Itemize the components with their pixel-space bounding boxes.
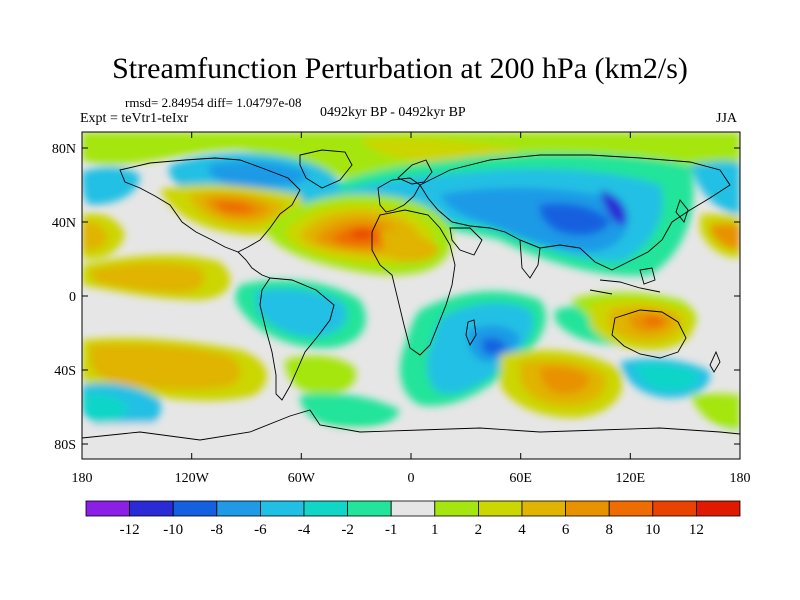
colorbar-swatch <box>477 500 523 517</box>
rmsd-diff-stats: rmsd= 2.84954 diff= 1.04797e-08 <box>125 95 302 110</box>
longitude-axis: 180 120W 60W 0 60E 120E 180 <box>72 132 751 486</box>
colorbar-swatch <box>521 500 566 517</box>
colorbar-tick-label: -6 <box>254 522 267 538</box>
lat-tick-label: 80S <box>54 438 76 453</box>
colorbar-tick-label: -12 <box>120 522 140 538</box>
lon-tick-label: 120E <box>616 471 646 486</box>
colorbar-swatch <box>696 500 741 517</box>
colorbar-tick-label: 6 <box>562 522 570 538</box>
latitude-axis: 80N 40N 0 40S 80S <box>52 142 740 453</box>
lon-tick-label: 0 <box>408 471 415 486</box>
colorbar-tick-label: 4 <box>518 522 526 538</box>
colorbar-tick-label: -4 <box>298 522 311 538</box>
colorbar-tick-label: -1 <box>385 522 398 538</box>
colorbar-tick-label: 8 <box>605 522 613 538</box>
lat-tick-label: 40N <box>52 216 76 231</box>
colorbar-swatch <box>259 500 305 517</box>
colorbar-tick-label: 10 <box>645 522 660 538</box>
page-title: Streamfunction Perturbation at 200 hPa (… <box>112 52 688 85</box>
experiment-label: Expt = teVtr1-teIxr <box>80 111 189 126</box>
colorbar-swatch <box>565 500 610 517</box>
period-label: 0492kyr BP - 0492kyr BP <box>320 105 466 120</box>
colorbar-swatch <box>347 500 392 517</box>
colorbar-swatch <box>652 500 697 517</box>
colorbar-tick-label: -2 <box>341 522 354 538</box>
colorbar-swatch <box>434 500 479 517</box>
colorbar-tick-label: 2 <box>475 522 483 538</box>
coastlines <box>82 149 740 441</box>
colorbar-swatch <box>172 500 218 517</box>
lon-tick-label: 180 <box>72 471 93 486</box>
colorbar-swatch <box>608 500 654 517</box>
colorbar-swatch <box>216 500 261 517</box>
colorbar-tick-label: -10 <box>163 522 183 538</box>
colorbar-swatch <box>85 500 130 517</box>
lat-tick-label: 0 <box>69 290 76 305</box>
colorbar-tick-label: 12 <box>689 522 704 538</box>
lon-tick-label: 60E <box>509 471 532 486</box>
colorbar-swatch <box>390 500 436 517</box>
lat-tick-label: 80N <box>52 142 76 157</box>
colorbar-tick-label: 1 <box>431 522 439 538</box>
colorbar-swatch <box>303 500 348 517</box>
lon-tick-label: 60W <box>288 471 316 486</box>
season-label: JJA <box>716 111 738 126</box>
colorbar: -12 -10 -8 -6 -4 -2 -1 1 2 4 6 8 10 12 <box>85 500 741 538</box>
lon-tick-label: 120W <box>175 471 210 486</box>
contour-fill-layer <box>82 132 740 459</box>
lat-tick-label: 40S <box>54 364 76 379</box>
colorbar-tick-label: -8 <box>211 522 224 538</box>
lon-tick-label: 180 <box>730 471 751 486</box>
colorbar-swatch <box>129 500 174 517</box>
